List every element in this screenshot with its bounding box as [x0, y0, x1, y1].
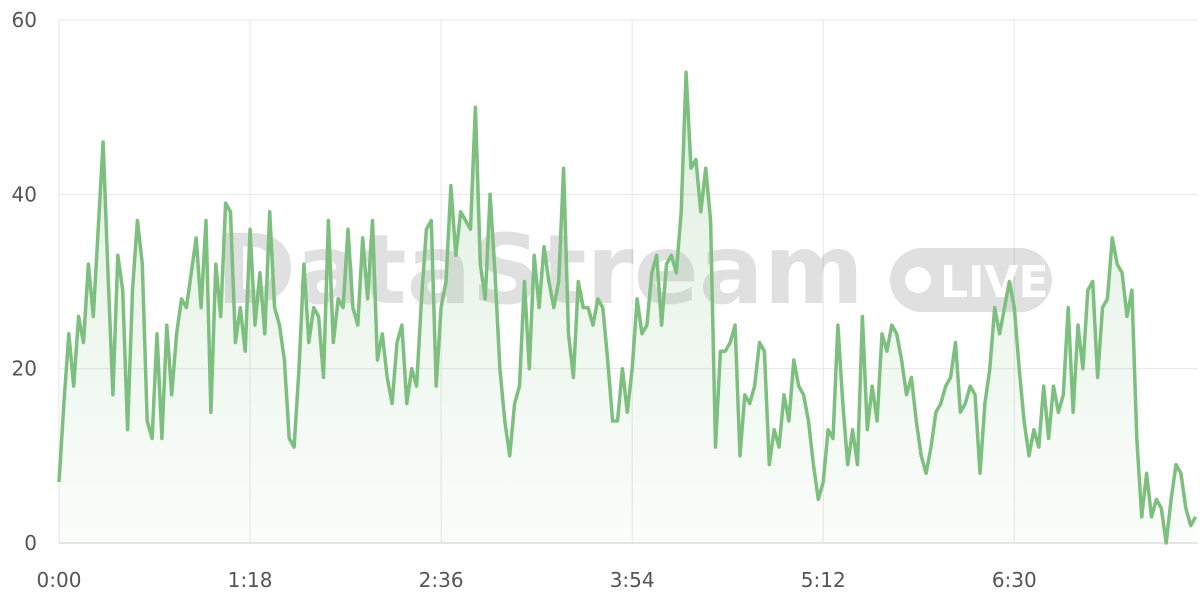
line: [57, 70, 1198, 545]
y-tick-label: 20: [12, 357, 37, 381]
badge-dot: [905, 267, 931, 293]
y-tick-label: 40: [12, 182, 37, 206]
badge-text: LIVE: [940, 257, 1049, 308]
x-tick-label: 1:18: [228, 568, 273, 592]
y-tick-label: 60: [12, 8, 37, 32]
x-tick-label: 3:54: [610, 568, 655, 592]
x-tick-label: 5:12: [801, 568, 846, 592]
plot: [57, 70, 1198, 545]
x-tick-label: 2:36: [419, 568, 464, 592]
x-tick-label: 6:30: [992, 568, 1037, 592]
grid: 0 20 40 60 0:00 1:18 2:36 3:54 5:12 6:30: [12, 8, 1198, 592]
area: [59, 72, 1196, 544]
y-tick-label: 0: [24, 531, 37, 555]
x-tick-label: 0:00: [37, 568, 82, 592]
